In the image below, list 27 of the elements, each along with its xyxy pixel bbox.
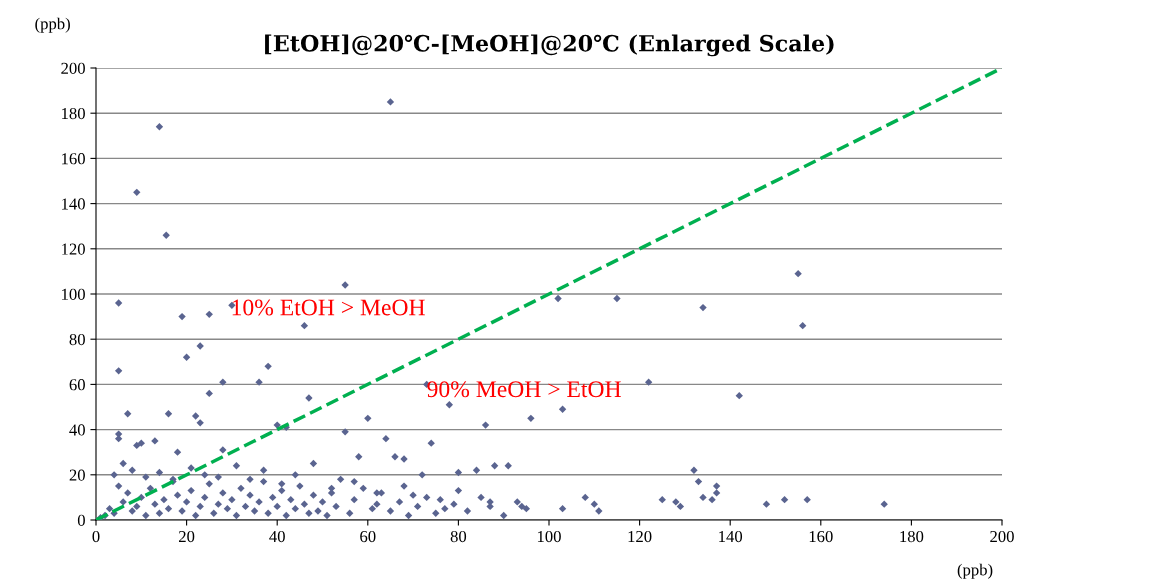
x-axis-title: (ppb)	[957, 563, 993, 579]
x-tick-label: 160	[809, 530, 833, 543]
y-tick-label: 40	[69, 424, 85, 436]
x-tick-label: 200	[990, 530, 1014, 543]
x-tick-label: 40	[269, 530, 285, 543]
y-tick-label: 160	[62, 153, 85, 165]
y-tick-label: 60	[69, 379, 85, 391]
x-tick-label: 120	[628, 530, 652, 543]
x-tick-label: 140	[719, 530, 743, 543]
x-tick-label: 80	[450, 530, 467, 543]
y-tick-label: 180	[62, 107, 85, 120]
chart-title: [EtOH]@20℃-[MeOH]@20℃ (Enlarged Scale)	[265, 34, 834, 57]
y-tick-label: 100	[62, 288, 85, 300]
x-tick-label: 180	[900, 530, 924, 543]
y-tick-label: 120	[62, 243, 85, 255]
y-tick-label: 20	[69, 469, 85, 481]
annotation: 10% EtOH > MeOH	[232, 299, 425, 316]
y-tick-label: 200	[61, 62, 85, 74]
y-tick-label: 0	[77, 514, 85, 526]
y-tick-label: 140	[62, 198, 85, 210]
x-tick-label: 100	[537, 530, 561, 543]
x-tick-label: 0	[92, 530, 100, 543]
x-tick-label: 20	[179, 530, 195, 543]
x-tick-label: 60	[360, 530, 376, 543]
y-axis-title: (ppb)	[35, 17, 70, 33]
y-tick-label: 80	[69, 333, 85, 346]
annotation: 90% MeOH > EtOH	[427, 381, 621, 398]
